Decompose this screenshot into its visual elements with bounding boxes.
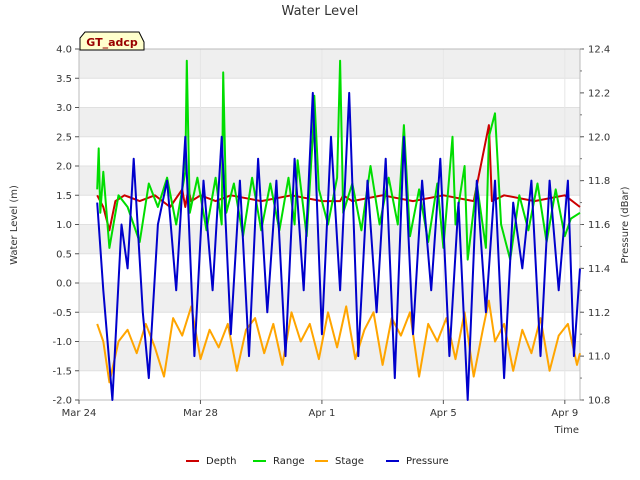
x-tick-label: Mar 28 <box>183 408 218 419</box>
y-tick-label: 0.0 <box>56 279 72 290</box>
grid-band <box>79 341 580 371</box>
grid-band <box>79 107 580 137</box>
legend-item-range: Range <box>253 456 305 467</box>
y-tick-label: 1.0 <box>56 220 72 231</box>
y-tick-label: 4.0 <box>56 45 72 56</box>
grid-band <box>79 283 580 313</box>
chart-title: Water Level <box>282 4 359 19</box>
legend-item-pressure: Pressure <box>386 456 449 467</box>
legend-label: Pressure <box>406 456 449 467</box>
legend-label: Depth <box>206 456 236 467</box>
y-tick-label: 3.5 <box>56 74 72 85</box>
y-tick-label: 3.0 <box>56 103 72 114</box>
y2-tick-label: 11.0 <box>588 352 610 363</box>
y2-tick-label: 12.0 <box>588 132 610 143</box>
y-tick-label: -1.5 <box>52 366 72 377</box>
legend: Depth Range Stage Pressure <box>186 456 449 467</box>
y2-tick-label: 10.8 <box>588 396 610 407</box>
y-tick-label: -1.0 <box>52 337 72 348</box>
station-badge: GT_adcp <box>79 31 145 51</box>
y-axis-label: Water Level (m) <box>9 185 20 265</box>
x-tick-label: Apr 1 <box>308 408 335 419</box>
x-tick-label: Apr 9 <box>551 408 578 419</box>
legend-item-stage: Stage <box>315 456 364 467</box>
x-axis-label: Time <box>554 425 579 436</box>
y2-tick-label: 11.2 <box>588 308 610 319</box>
station-badge-label: GT_adcp <box>86 36 138 49</box>
y2-tick-label: 12.4 <box>588 45 610 56</box>
y-tick-label: 2.5 <box>56 132 72 143</box>
x-tick-label: Mar 24 <box>62 408 97 419</box>
y-tick-label: 1.5 <box>56 191 72 202</box>
y-tick-label: -0.5 <box>52 308 72 319</box>
x-tick-label: Apr 5 <box>430 408 457 419</box>
legend-label: Stage <box>335 456 364 467</box>
y2-tick-label: 11.6 <box>588 220 610 231</box>
legend-item-depth: Depth <box>186 456 236 467</box>
grid-band <box>79 49 580 79</box>
y2-tick-label: 12.2 <box>588 88 610 99</box>
y-tick-label: 0.5 <box>56 249 72 260</box>
y-tick-label: -2.0 <box>52 396 72 407</box>
y2-axis-label: Pressure (dBar) <box>620 186 631 263</box>
y2-tick-label: 11.8 <box>588 176 610 187</box>
y-tick-label: 2.0 <box>56 162 72 173</box>
y2-tick-label: 11.4 <box>588 264 610 275</box>
series-line-pressure <box>96 91 581 401</box>
legend-label: Range <box>273 456 305 467</box>
series-line-range <box>96 59 581 261</box>
